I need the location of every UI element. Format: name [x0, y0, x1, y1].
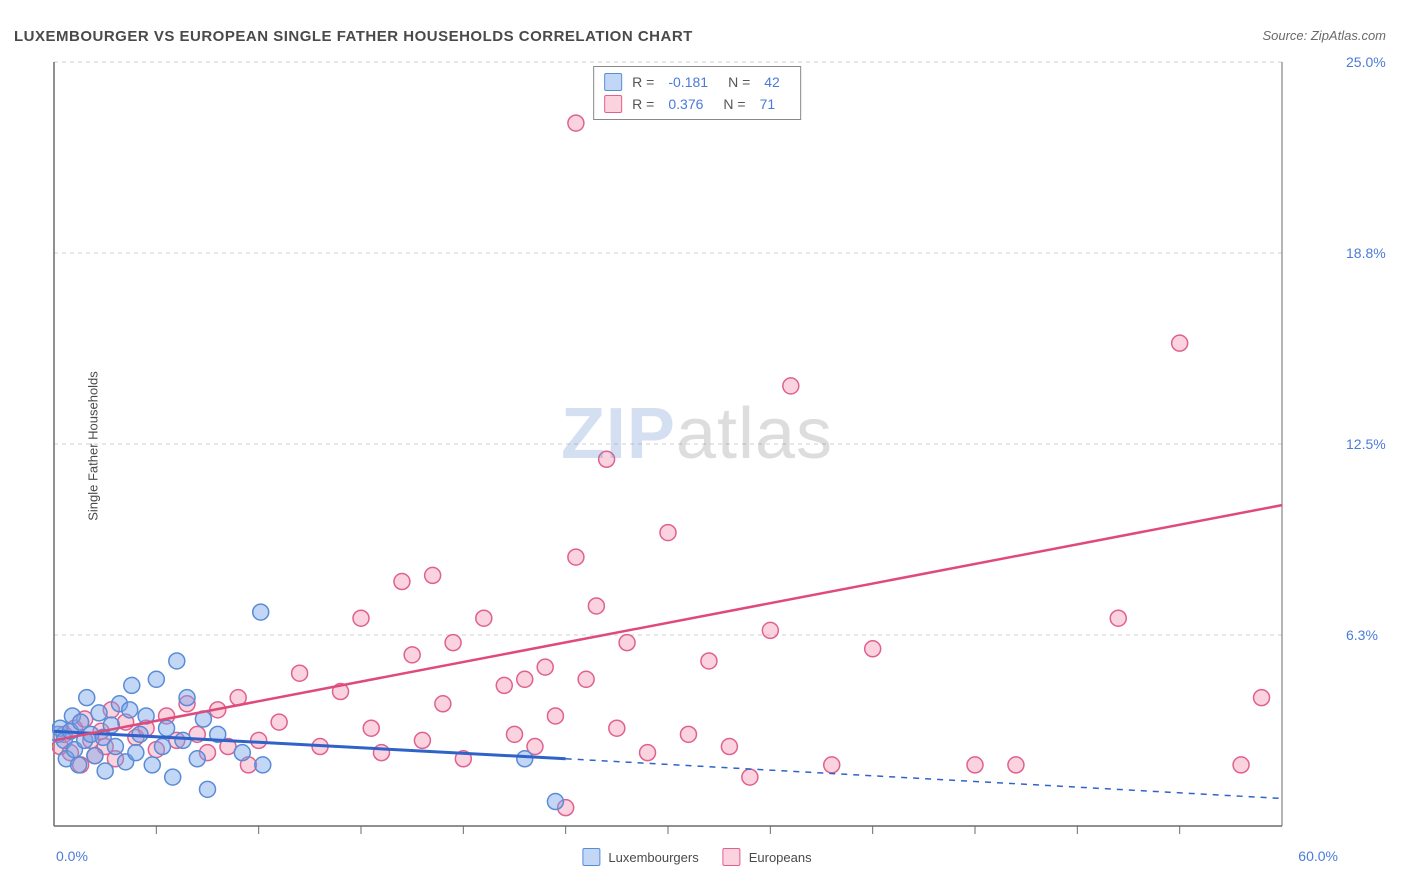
corr-n-label: N =	[723, 96, 745, 112]
y-tick-label: 25.0%	[1346, 54, 1392, 70]
corr-row-lux: R = -0.181 N = 42	[604, 71, 790, 93]
corr-r-eur: 0.376	[668, 96, 703, 112]
source-label: Source: ZipAtlas.com	[1262, 28, 1386, 43]
x-axis-min-label: 0.0%	[56, 848, 88, 864]
legend-item-lux: Luxembourgers	[582, 848, 698, 866]
x-axis-max-label: 60.0%	[1298, 848, 1338, 864]
corr-r-label: R =	[632, 96, 654, 112]
lux-swatch-icon	[604, 73, 622, 91]
legend-label-lux: Luxembourgers	[608, 850, 698, 865]
corr-n-lux: 42	[764, 74, 780, 90]
chart-title: LUXEMBOURGER VS EUROPEAN SINGLE FATHER H…	[14, 28, 693, 45]
corr-n-label: N =	[728, 74, 750, 90]
y-tick-label: 12.5%	[1346, 436, 1392, 452]
corr-r-lux: -0.181	[668, 74, 708, 90]
y-tick-label: 18.8%	[1346, 245, 1392, 261]
corr-n-eur: 71	[760, 96, 776, 112]
y-tick-label: 6.3%	[1346, 627, 1392, 643]
plot-area: ZIPatlas R = -0.181 N = 42 R = 0.376 N =…	[52, 60, 1342, 840]
scatter-chart	[52, 60, 1342, 840]
lux-swatch-icon	[582, 848, 600, 866]
eur-swatch-icon	[723, 848, 741, 866]
corr-r-label: R =	[632, 74, 654, 90]
eur-swatch-icon	[604, 95, 622, 113]
legend: Luxembourgers Europeans	[582, 848, 811, 866]
legend-item-eur: Europeans	[723, 848, 812, 866]
correlation-box: R = -0.181 N = 42 R = 0.376 N = 71	[593, 66, 801, 120]
legend-label-eur: Europeans	[749, 850, 812, 865]
corr-row-eur: R = 0.376 N = 71	[604, 93, 790, 115]
